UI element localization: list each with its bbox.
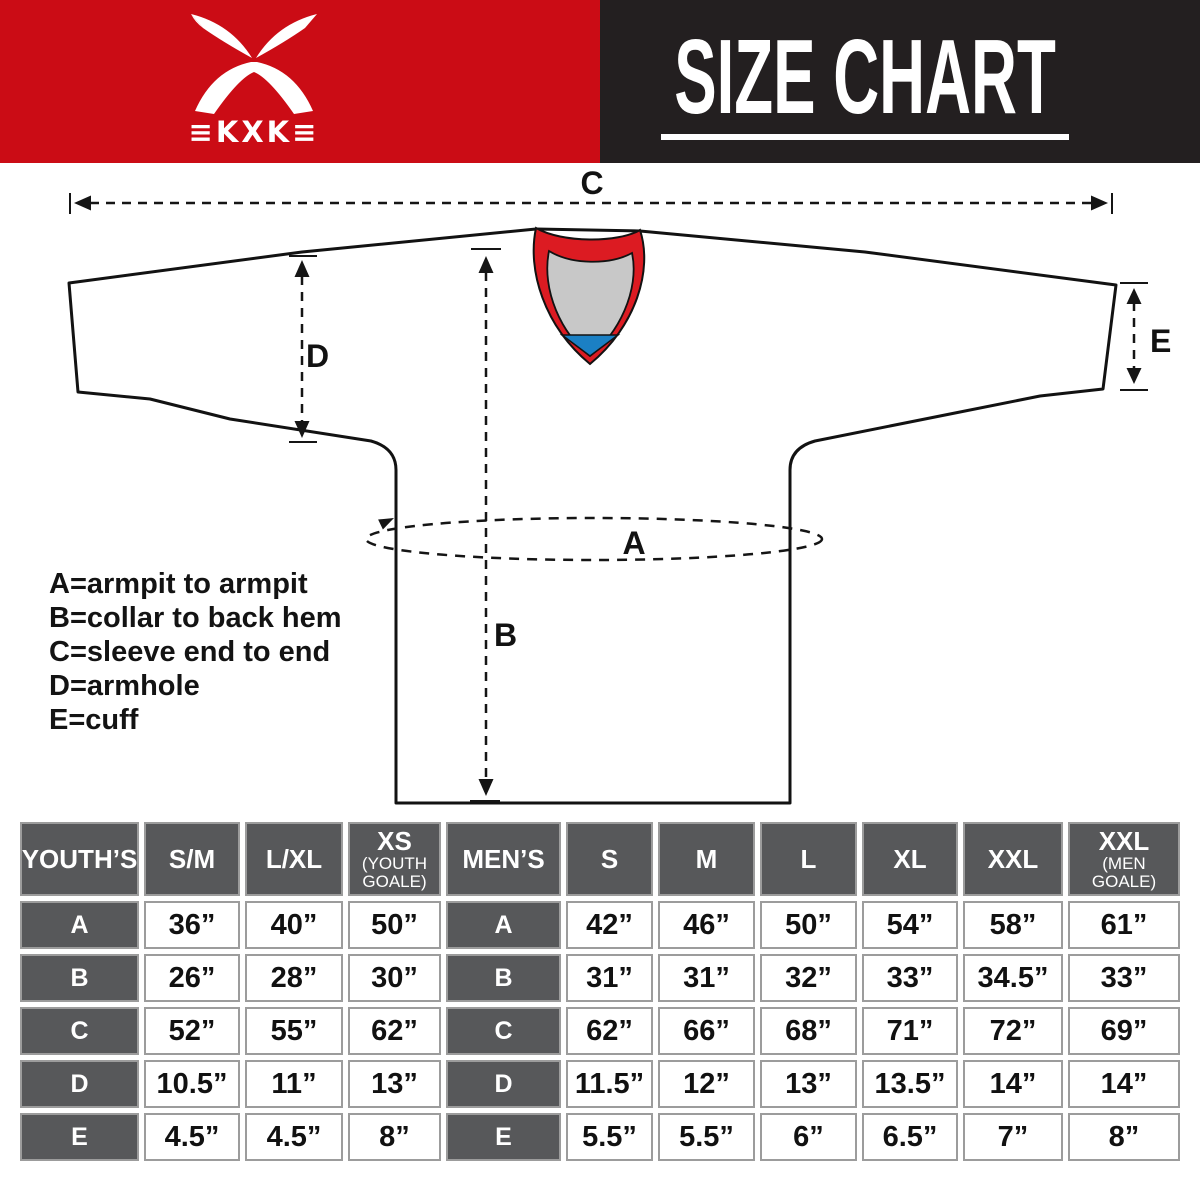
row-label-men: D [446,1060,561,1108]
size-value-cell: 71” [862,1007,958,1055]
size-value-cell: 6” [760,1113,857,1161]
size-column-header: XXL [963,822,1063,896]
size-column-header: M [658,822,755,896]
size-value-cell: 13.5” [862,1060,958,1108]
size-value-cell: 10.5” [144,1060,240,1108]
size-value-cell: 4.5” [245,1113,343,1161]
size-value-cell: 55” [245,1007,343,1055]
dim-d [289,255,317,443]
size-value-cell: 72” [963,1007,1063,1055]
kxk-wordmark: ≡KXK≡ [188,115,320,149]
row-label-youth: B [20,954,139,1002]
size-value-cell: 4.5” [144,1113,240,1161]
dim-label-b: B [494,617,517,653]
size-column-header: L [760,822,857,896]
size-column-header: L/XL [245,822,343,896]
size-value-cell: 33” [862,954,958,1002]
size-value-cell: 32” [760,954,857,1002]
size-value-cell: 5.5” [658,1113,755,1161]
size-value-cell: 26” [144,954,240,1002]
measurement-legend: A=armpit to armpit B=collar to back hem C=… [49,567,342,737]
size-value-cell: 14” [1068,1060,1180,1108]
size-value-cell: 54” [862,901,958,949]
youth-group-header: YOUTH’S [20,822,139,896]
row-label-men: C [446,1007,561,1055]
size-value-cell: 28” [245,954,343,1002]
men-group-header: MEN’S [446,822,561,896]
row-label-men: A [446,901,561,949]
size-value-cell: 30” [348,954,441,1002]
size-table: YOUTH’S S/M L/XL XS (YOUTH GOALE) MEN’S S M L XL X… [20,822,1180,1161]
size-value-cell: 31” [658,954,755,1002]
jersey-outline [67,227,1118,805]
header-banner: ≡KXK≡ SIZE CHART [0,0,1200,163]
row-label-youth: A [20,901,139,949]
size-value-cell: 68” [760,1007,857,1055]
legend-line: E=cuff [49,704,139,736]
kxk-x-icon [191,14,317,114]
size-column-header: XL [862,822,958,896]
dim-label-e: E [1150,323,1171,359]
dim-label-d: D [306,338,329,374]
size-value-cell: 62” [348,1007,441,1055]
legend-line: A=armpit to armpit [49,568,308,600]
size-column-header: XS (YOUTH GOALE) [348,822,441,896]
brand-panel: ≡KXK≡ [0,0,600,163]
size-value-cell: 31” [566,954,653,1002]
size-value-cell: 11.5” [566,1060,653,1108]
size-value-cell: 36” [144,901,240,949]
kxk-logo: ≡KXK≡ [189,14,320,149]
title-underline [661,134,1069,141]
row-label-youth: E [20,1113,139,1161]
size-value-cell: 14” [963,1060,1063,1108]
row-label-men: B [446,954,561,1002]
collar-inner [546,249,635,358]
size-value-cell: 42” [566,901,653,949]
size-value-cell: 69” [1068,1007,1180,1055]
legend-line: B=collar to back hem [49,602,342,634]
size-value-cell: 50” [760,901,857,949]
size-column-header: XXL (MEN GOALE) [1068,822,1180,896]
page-title: SIZE CHART [674,17,1056,136]
size-value-cell: 6.5” [862,1113,958,1161]
size-value-cell: 13” [760,1060,857,1108]
size-column-header: S [566,822,653,896]
collar-blue-stripe [559,334,621,357]
legend-line: D=armhole [49,670,200,702]
dim-a [364,516,824,562]
size-value-cell: 46” [658,901,755,949]
size-value-cell: 34.5” [963,954,1063,1002]
row-label-youth: C [20,1007,139,1055]
size-value-cell: 40” [245,901,343,949]
dim-label-a: A [622,525,645,561]
dim-b [470,248,501,802]
dim-label-c: C [580,165,603,201]
size-value-cell: 50” [348,901,441,949]
size-value-cell: 7” [963,1113,1063,1161]
dim-e [1120,282,1148,391]
row-label-men: E [446,1113,561,1161]
size-value-cell: 33” [1068,954,1180,1002]
size-value-cell: 12” [658,1060,755,1108]
size-value-cell: 5.5” [566,1113,653,1161]
row-label-youth: D [20,1060,139,1108]
size-value-cell: 61” [1068,901,1180,949]
size-value-cell: 8” [348,1113,441,1161]
size-value-cell: 62” [566,1007,653,1055]
size-value-cell: 13” [348,1060,441,1108]
size-value-cell: 58” [963,901,1063,949]
title-panel: SIZE CHART [600,0,1200,163]
title-wrap: SIZE CHART [547,17,1183,141]
size-value-cell: 8” [1068,1113,1180,1161]
legend-line: C=sleeve end to end [49,636,331,668]
dim-c [69,193,1113,214]
size-value-cell: 11” [245,1060,343,1108]
size-column-header: S/M [144,822,240,896]
size-value-cell: 52” [144,1007,240,1055]
size-value-cell: 66” [658,1007,755,1055]
